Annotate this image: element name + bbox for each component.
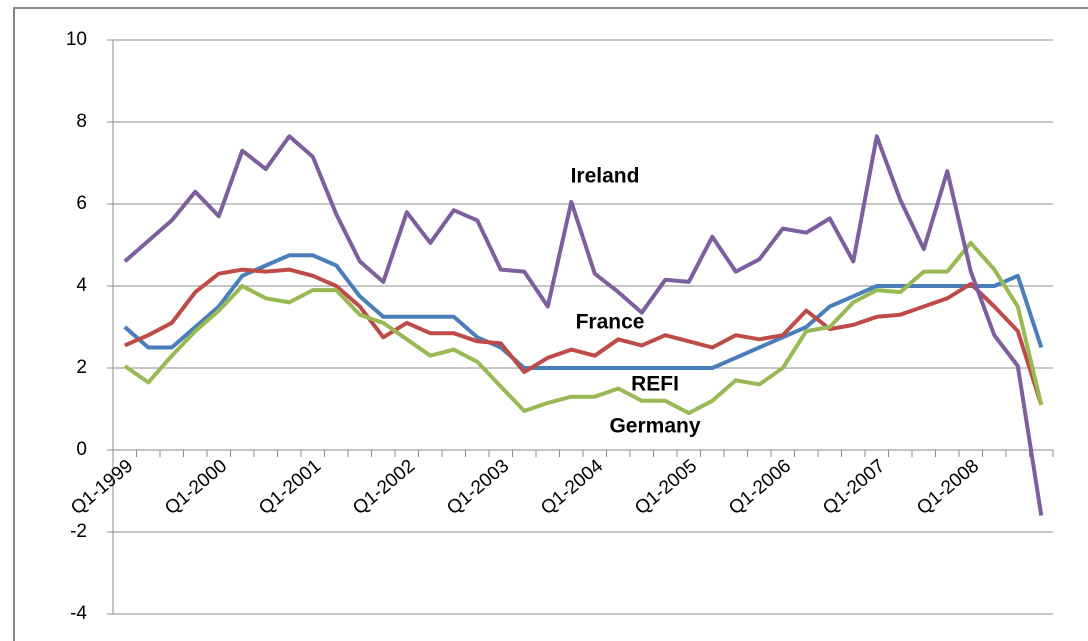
y-tick-label: 0 (76, 439, 87, 460)
y-tick-label: -2 (70, 521, 87, 542)
y-tick-label: 6 (76, 193, 87, 214)
y-tick-label: 8 (76, 111, 87, 132)
x-tick-label: Q1-2003 (443, 456, 513, 520)
series-label: Germany (609, 415, 700, 438)
y-tick-label: -4 (70, 603, 87, 624)
x-tick-label: Q1-2008 (913, 456, 983, 520)
x-tick-label: Q1-2006 (725, 456, 795, 520)
chart-border (13, 7, 1088, 641)
x-tick-label: Q1-1999 (67, 456, 137, 520)
series-line (124, 267, 1044, 406)
series-line (123, 134, 1044, 516)
y-tick-label: 4 (76, 275, 87, 296)
series-label: Ireland (571, 165, 640, 188)
series-line (123, 240, 1044, 416)
series-label: France (576, 311, 645, 334)
x-tick-label: Q1-2004 (537, 455, 607, 519)
y-tick-label: 10 (66, 29, 87, 50)
series-line (123, 253, 1044, 370)
x-tick-label: Q1-2001 (255, 456, 325, 520)
x-tick-label: Q1-2005 (631, 456, 701, 520)
x-tick-label: Q1-2000 (161, 456, 231, 520)
x-tick-label: Q1-2002 (349, 456, 419, 520)
series-label: REFI (631, 373, 679, 396)
y-tick-label: 2 (76, 357, 87, 378)
x-tick-label: Q1-2007 (819, 456, 889, 520)
